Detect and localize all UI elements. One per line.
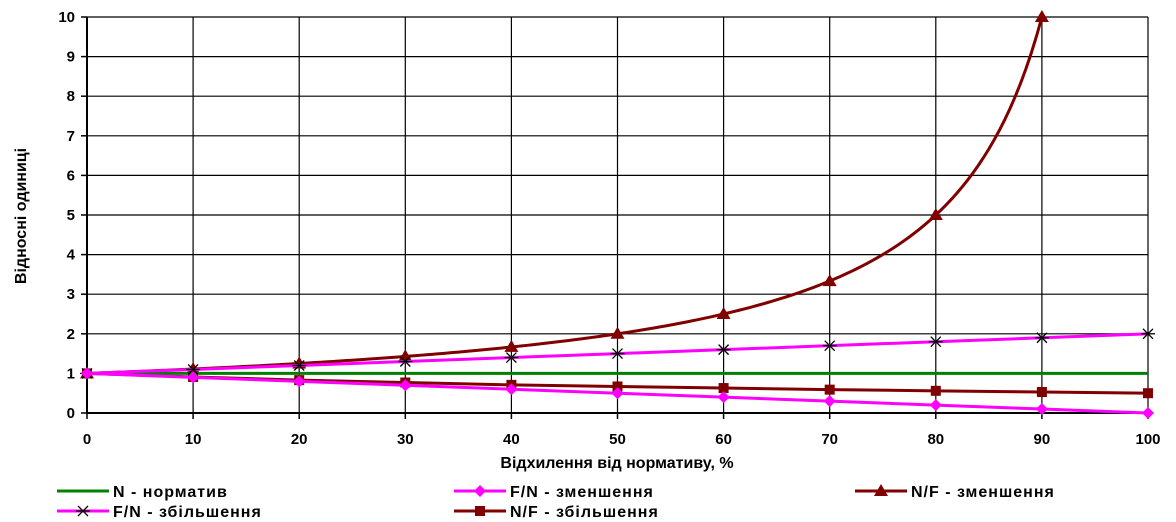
data-point-triangle <box>874 484 888 496</box>
data-point-star <box>716 344 731 356</box>
x-tick-label: 100 <box>1135 431 1160 448</box>
data-point-diamond <box>81 367 93 380</box>
x-tick-label: 50 <box>609 431 626 448</box>
data-point-star <box>292 360 307 371</box>
x-tick-label: 30 <box>397 431 414 448</box>
y-axis-ticks: 0 1 2 3 4 5 6 7 8 9 10 <box>58 9 87 422</box>
series-2 <box>81 367 1154 419</box>
y-tick-label: 1 <box>67 365 75 382</box>
data-point-diamond <box>823 395 836 408</box>
data-point-star <box>186 363 201 375</box>
data-point-triangle <box>928 208 943 220</box>
data-point-star <box>1034 332 1049 344</box>
data-point-diamond <box>505 383 518 396</box>
series-layer <box>80 10 1155 419</box>
x-tick-label: 60 <box>715 431 732 448</box>
legend-item-3: N/F - зменшення <box>855 484 1055 501</box>
legend-label: F/N - збільшення <box>113 504 262 521</box>
y-tick-label: 5 <box>67 207 75 224</box>
y-tick-label: 3 <box>67 286 75 303</box>
data-point-diamond <box>293 375 306 388</box>
series-line <box>86 16 1044 375</box>
data-point-square <box>1036 387 1047 398</box>
data-point-diamond <box>187 371 200 384</box>
data-point-diamond <box>399 379 412 392</box>
data-point-square <box>612 381 623 392</box>
x-axis-title: Відхилення від нормативу, % <box>500 455 733 472</box>
y-axis-title: Відносні одиниці <box>13 148 30 284</box>
x-tick-label: 90 <box>1034 431 1051 448</box>
data-point-triangle <box>716 307 731 319</box>
x-axis-ticks: 0 10 20 30 40 50 60 70 80 90 100 <box>83 413 1161 448</box>
data-point-square <box>930 385 941 396</box>
data-point-star <box>1141 328 1155 340</box>
y-tick-label: 0 <box>67 405 75 422</box>
y-tick-label: 2 <box>67 326 75 343</box>
data-point-star <box>398 356 413 367</box>
legend-label: N/F - зменшення <box>911 484 1055 501</box>
data-point-star <box>928 336 943 348</box>
data-point-diamond <box>611 387 624 400</box>
legend-item-5: N/F - збільшення <box>454 504 659 521</box>
x-tick-label: 70 <box>821 431 838 448</box>
legend-item-1: N - норматив <box>57 484 228 501</box>
legend-item-2: F/N - зменшення <box>454 484 654 501</box>
legend-label: N - норматив <box>113 484 228 501</box>
data-point-diamond <box>929 399 942 412</box>
legend-item-4: F/N - збільшення <box>57 504 262 521</box>
y-tick-label: 8 <box>67 88 75 105</box>
y-tick-label: 4 <box>67 247 76 264</box>
data-point-star <box>822 340 837 352</box>
y-tick-label: 7 <box>67 128 75 145</box>
x-tick-label: 20 <box>291 431 308 448</box>
data-point-square <box>1143 388 1153 399</box>
x-tick-label: 10 <box>185 431 202 448</box>
data-point-square <box>475 506 485 516</box>
data-point-diamond <box>717 391 730 404</box>
data-point-triangle <box>1034 10 1049 22</box>
legend-label: F/N - зменшення <box>510 484 654 501</box>
y-tick-label: 6 <box>67 167 75 184</box>
y-tick-label: 9 <box>67 49 75 66</box>
data-point-diamond <box>1035 403 1048 416</box>
data-point-diamond <box>1142 407 1154 419</box>
x-tick-label: 80 <box>927 431 944 448</box>
data-point-triangle <box>504 339 519 352</box>
series-3 <box>80 10 1049 379</box>
legend-label: N/F - збільшення <box>510 504 659 521</box>
data-point-square <box>718 383 729 394</box>
data-point-diamond <box>474 485 486 497</box>
data-point-star <box>610 348 625 360</box>
series-4 <box>80 328 1155 379</box>
legend: N - норматив F/N - зменшення N/F - зменшен… <box>57 484 1055 521</box>
data-point-star <box>504 352 519 364</box>
data-point-square <box>824 384 835 395</box>
data-point-star <box>76 505 90 517</box>
data-point-triangle <box>822 274 837 287</box>
x-tick-label: 40 <box>503 431 520 448</box>
data-point-triangle <box>610 326 625 339</box>
x-tick-label: 0 <box>83 431 91 448</box>
y-tick-label: 10 <box>58 9 75 26</box>
